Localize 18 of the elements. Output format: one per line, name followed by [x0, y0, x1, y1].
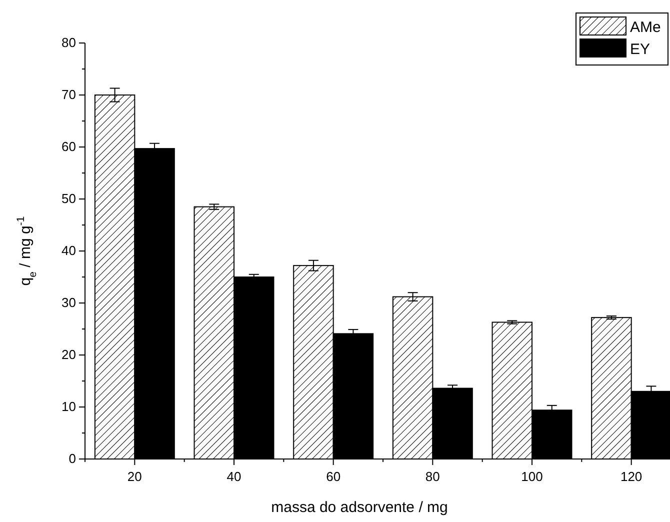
x-tick-label: 60: [326, 469, 341, 484]
y-tick-label: 60: [62, 139, 76, 154]
x-tick-label: 20: [127, 469, 142, 484]
y-tick-label: 80: [62, 35, 76, 50]
y-tick-label: 30: [62, 295, 76, 310]
x-tick-label: 100: [521, 469, 543, 484]
x-tick-label: 80: [425, 469, 440, 484]
legend-label: AMe: [630, 19, 661, 36]
y-tick-label: 70: [62, 87, 76, 102]
y-tick-label: 0: [68, 451, 76, 466]
y-tick-label: 50: [62, 191, 76, 206]
x-tick-label: 40: [226, 469, 242, 484]
x-tick-label: 120: [620, 469, 642, 484]
y-tick-label: 40: [62, 243, 76, 258]
y-tick-label: 10: [62, 399, 76, 414]
legend-label: EY: [630, 41, 650, 58]
x-axis-title: massa do adsorvente / mg: [271, 499, 448, 516]
y-tick-label: 20: [62, 347, 76, 362]
